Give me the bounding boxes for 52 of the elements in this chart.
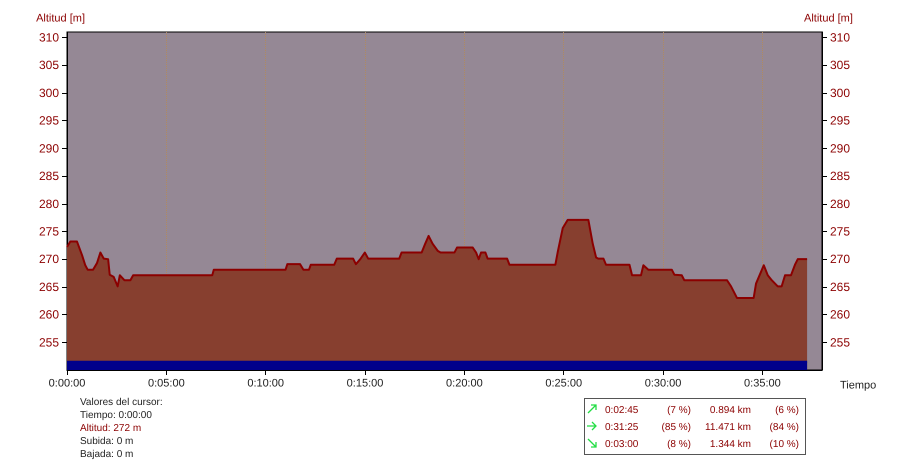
y-tick-label: 260 (38, 308, 60, 322)
y-tick-label: 310 (38, 30, 60, 45)
text: 0:31:25 (605, 421, 640, 435)
text: Tiempo: 0:00:00 (80, 409, 153, 422)
text: Bajada: 0 m (80, 448, 134, 461)
y-tick-label: 290 (38, 141, 60, 156)
text: 0.894 km (708, 404, 751, 418)
y-tick-label: 255 (38, 335, 60, 350)
y2-tick-label: 270 (830, 252, 850, 266)
y-tick-label: 285 (38, 169, 60, 184)
y2-tick-label: 295 (830, 114, 850, 128)
y2-tick-label: 280 (830, 196, 850, 211)
x-tick-label: 0:30:00 (644, 378, 682, 390)
text: 11.471 km (704, 421, 751, 435)
text: (6 %) (774, 404, 799, 418)
y-tick-label: 305 (38, 58, 60, 72)
text: (84 %) (768, 421, 799, 435)
text: 0:02:45 (605, 404, 640, 418)
y2-tick-label: 305 (830, 58, 850, 72)
y2-tick-label: 260 (830, 308, 850, 322)
y-tick-label: 275 (38, 224, 60, 238)
y-tick-label: 270 (38, 252, 60, 266)
x-tick-label: 0:25:00 (545, 378, 582, 390)
y2-tick-label: 265 (830, 280, 850, 294)
y2-tick-label: 275 (830, 224, 850, 238)
y2-axis-title: Altitud [m] (804, 12, 853, 24)
text: 0:03:00 (605, 438, 640, 452)
y2-tick-label: 300 (830, 86, 850, 100)
y-tick-label: 265 (38, 280, 60, 294)
x-tick-label: 0:35:00 (744, 378, 781, 390)
text: 1.344 km (708, 438, 751, 452)
y-tick-label: 295 (38, 114, 60, 128)
x-tick-label: 0:00:00 (48, 378, 86, 390)
y2-tick-label: 255 (830, 335, 850, 350)
y-axis-title: Altitud [m] (36, 12, 85, 24)
x-tick-label: 0:20:00 (446, 378, 483, 390)
text: Valores del cursor: (80, 396, 163, 409)
text: (7 %) (666, 404, 691, 418)
x-tick-label: 0:15:00 (346, 378, 384, 390)
text: (85 %) (660, 421, 691, 435)
y2-tick-label: 310 (830, 30, 850, 45)
y2-tick-label: 290 (830, 141, 850, 156)
x-tick-label: 0:05:00 (148, 378, 185, 390)
text: Altitud: 272 m (80, 422, 142, 435)
y-tick-label: 280 (38, 196, 60, 211)
text: (8 %) (666, 438, 691, 452)
y-tick-label: 300 (38, 86, 60, 100)
y2-tick-label: 285 (830, 169, 850, 184)
x-tick-label: 0:10:00 (247, 378, 284, 390)
x-axis-title: Tiempo (840, 380, 876, 392)
text: (10 %) (768, 438, 799, 452)
text: Subida: 0 m (80, 435, 134, 448)
